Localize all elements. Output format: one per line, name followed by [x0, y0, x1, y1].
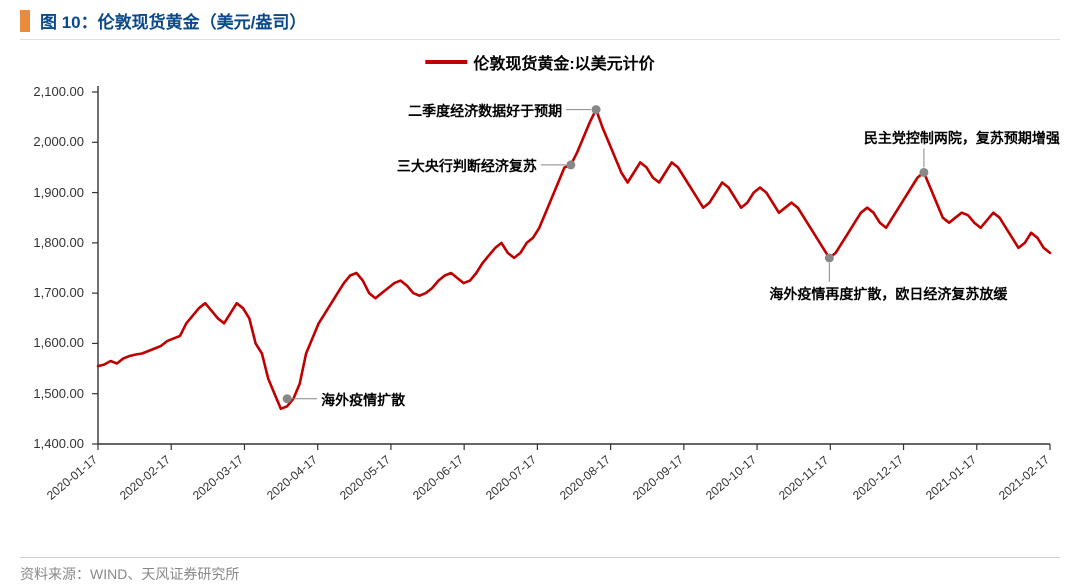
y-tick-label: 1,600.00: [20, 335, 84, 350]
y-tick-label: 1,400.00: [20, 436, 84, 451]
y-tick-label: 1,800.00: [20, 235, 84, 250]
y-tick-label: 1,900.00: [20, 185, 84, 200]
chart-area: 伦敦现货黄金:以美元计价 1,400.00 1,500.00 1,600.00 1,7…: [20, 44, 1060, 534]
legend-label: 伦敦现货黄金:以美元计价: [473, 50, 654, 74]
legend-swatch: [425, 60, 467, 64]
figure-title: 图 10：伦敦现货黄金（美元/盎司）: [40, 8, 306, 33]
chart-annotation: 海外疫情再度扩散，欧日经济复苏放缓: [769, 284, 1007, 304]
y-tick-label: 1,500.00: [20, 386, 84, 401]
y-tick-label: 1,700.00: [20, 285, 84, 300]
y-tick-label: 2,000.00: [20, 134, 84, 149]
title-accent-block: [20, 10, 30, 32]
source-citation: 资料来源：WIND、天风证券研究所: [20, 557, 1060, 584]
chart-annotation: 民主党控制两院，复苏预期增强: [864, 128, 1060, 148]
chart-annotation: 三大央行判断经济复苏: [397, 156, 537, 176]
chart-legend: 伦敦现货黄金:以美元计价: [425, 50, 654, 74]
figure-title-bar: 图 10：伦敦现货黄金（美元/盎司）: [20, 0, 1060, 40]
chart-annotation: 二季度经济数据好于预期: [408, 101, 562, 121]
y-tick-label: 2,100.00: [20, 84, 84, 99]
chart-annotation: 海外疫情扩散: [321, 390, 405, 410]
